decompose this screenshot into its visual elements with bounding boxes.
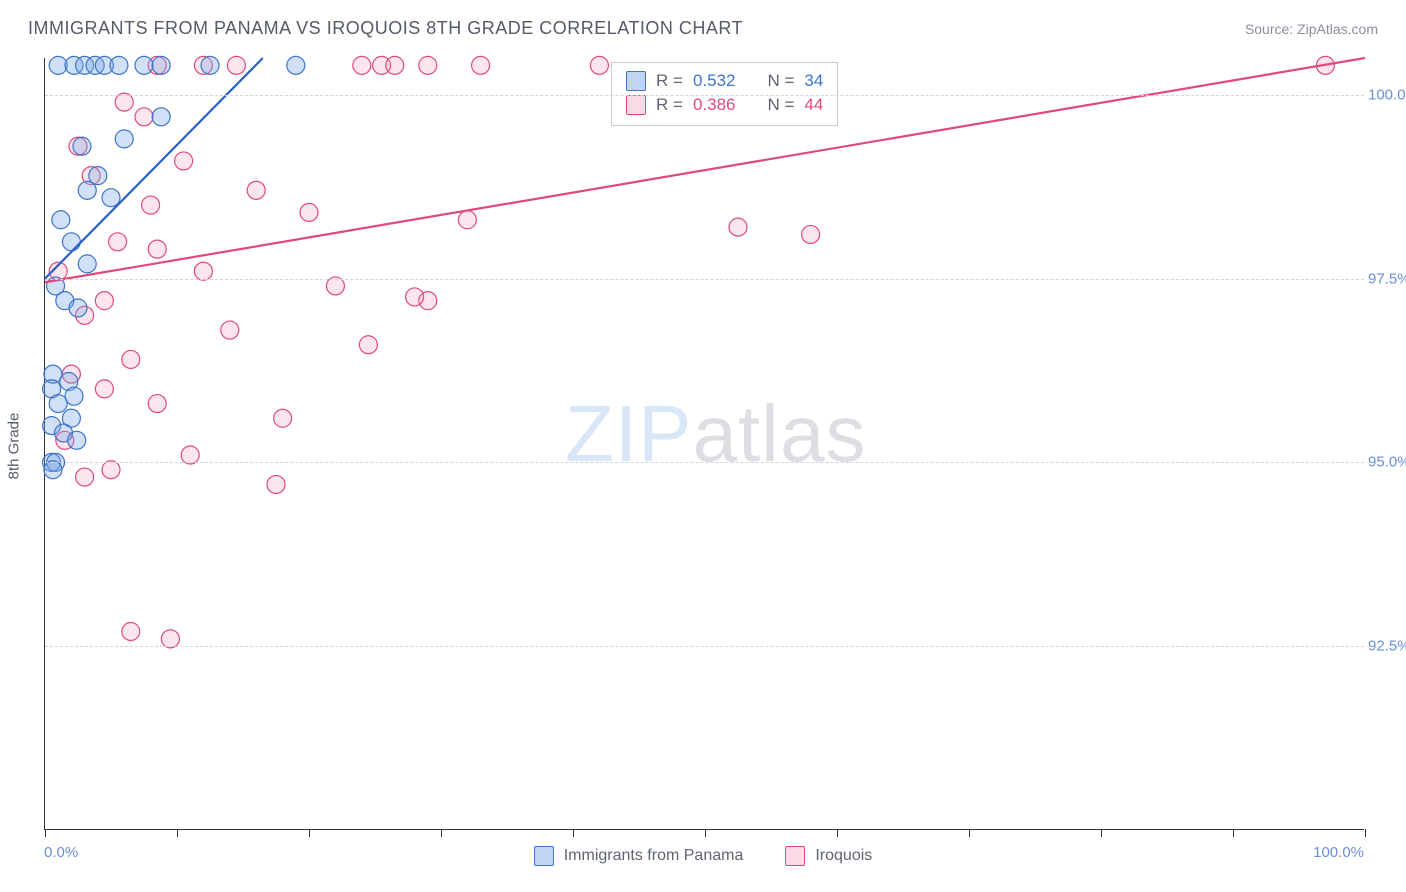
point-iroquois <box>227 56 245 74</box>
x-tick <box>837 829 838 837</box>
point-iroquois <box>386 56 404 74</box>
point-iroquois <box>194 262 212 280</box>
bottom-legend: Immigrants from Panama Iroquois <box>0 846 1406 866</box>
point-iroquois <box>247 181 265 199</box>
legend-swatch <box>534 846 554 866</box>
y-axis-title: 8th Grade <box>6 413 23 480</box>
legend-swatch <box>626 95 646 115</box>
stat-row: R = 0.532 N = 34 <box>626 69 823 93</box>
legend-item: Iroquois <box>785 846 872 866</box>
title-row: IMMIGRANTS FROM PANAMA VS IROQUOIS 8TH G… <box>28 18 1378 39</box>
stat-n-value: 44 <box>804 95 823 115</box>
point-iroquois <box>458 211 476 229</box>
x-tick <box>705 829 706 837</box>
stat-r-label: R = <box>656 71 683 91</box>
point-panama <box>110 56 128 74</box>
legend-label: Iroquois <box>815 847 872 865</box>
point-panama <box>78 181 96 199</box>
point-iroquois <box>181 446 199 464</box>
chart-title: IMMIGRANTS FROM PANAMA VS IROQUOIS 8TH G… <box>28 18 743 39</box>
point-panama <box>78 255 96 273</box>
point-iroquois <box>419 56 437 74</box>
point-iroquois <box>326 277 344 295</box>
gridline-h <box>45 646 1364 647</box>
x-tick <box>177 829 178 837</box>
point-iroquois <box>472 56 490 74</box>
stat-row: R = 0.386 N = 44 <box>626 93 823 117</box>
legend-label: Immigrants from Panama <box>564 847 744 865</box>
source-link[interactable]: ZipAtlas.com <box>1297 21 1378 37</box>
point-panama <box>135 56 153 74</box>
point-iroquois <box>802 225 820 243</box>
point-iroquois <box>590 56 608 74</box>
gridline-h <box>45 462 1364 463</box>
stat-r-value: 0.386 <box>693 95 736 115</box>
point-iroquois <box>109 233 127 251</box>
point-iroquois <box>142 196 160 214</box>
y-tick-label: 95.0% <box>1368 454 1406 471</box>
plot-svg <box>45 58 1364 829</box>
point-iroquois <box>148 240 166 258</box>
legend-item: Immigrants from Panama <box>534 846 744 866</box>
x-tick <box>1365 829 1366 837</box>
point-panama <box>52 211 70 229</box>
point-iroquois <box>274 409 292 427</box>
stat-n-label: N = <box>767 71 794 91</box>
point-panama <box>73 137 91 155</box>
point-iroquois <box>175 152 193 170</box>
legend-swatch <box>785 846 805 866</box>
stat-n-value: 34 <box>804 71 823 91</box>
gridline-h <box>45 95 1364 96</box>
point-iroquois <box>95 292 113 310</box>
stat-r-label: R = <box>656 95 683 115</box>
point-iroquois <box>102 461 120 479</box>
point-panama <box>62 233 80 251</box>
point-iroquois <box>161 630 179 648</box>
point-panama <box>287 56 305 74</box>
point-panama <box>152 56 170 74</box>
point-panama <box>68 431 86 449</box>
y-tick-label: 100.0% <box>1368 86 1406 103</box>
x-tick <box>45 829 46 837</box>
y-tick-label: 97.5% <box>1368 270 1406 287</box>
point-iroquois <box>135 108 153 126</box>
x-tick <box>441 829 442 837</box>
point-iroquois <box>267 475 285 493</box>
point-panama <box>115 130 133 148</box>
x-tick <box>1101 829 1102 837</box>
point-iroquois <box>122 350 140 368</box>
stat-r-value: 0.532 <box>693 71 736 91</box>
x-tick <box>969 829 970 837</box>
point-iroquois <box>353 56 371 74</box>
point-iroquois <box>406 288 424 306</box>
legend-swatch <box>626 71 646 91</box>
point-panama <box>49 395 67 413</box>
point-iroquois <box>95 380 113 398</box>
point-iroquois <box>729 218 747 236</box>
point-panama <box>152 108 170 126</box>
y-tick-label: 92.5% <box>1368 638 1406 655</box>
x-tick <box>573 829 574 837</box>
point-panama <box>201 56 219 74</box>
gridline-h <box>45 279 1364 280</box>
point-iroquois <box>359 336 377 354</box>
point-iroquois <box>76 468 94 486</box>
point-iroquois <box>148 395 166 413</box>
source-label: Source: <box>1245 21 1293 37</box>
point-iroquois <box>221 321 239 339</box>
source-text: Source: ZipAtlas.com <box>1245 21 1378 37</box>
point-iroquois <box>115 93 133 111</box>
x-tick <box>309 829 310 837</box>
point-panama <box>44 461 62 479</box>
x-tick <box>1233 829 1234 837</box>
point-panama <box>69 299 87 317</box>
point-iroquois <box>300 203 318 221</box>
plot-area: ZIPatlas R =0.532N =34R =0.386N =44 92.5… <box>44 58 1364 830</box>
point-iroquois <box>122 622 140 640</box>
stat-n-label: N = <box>767 95 794 115</box>
